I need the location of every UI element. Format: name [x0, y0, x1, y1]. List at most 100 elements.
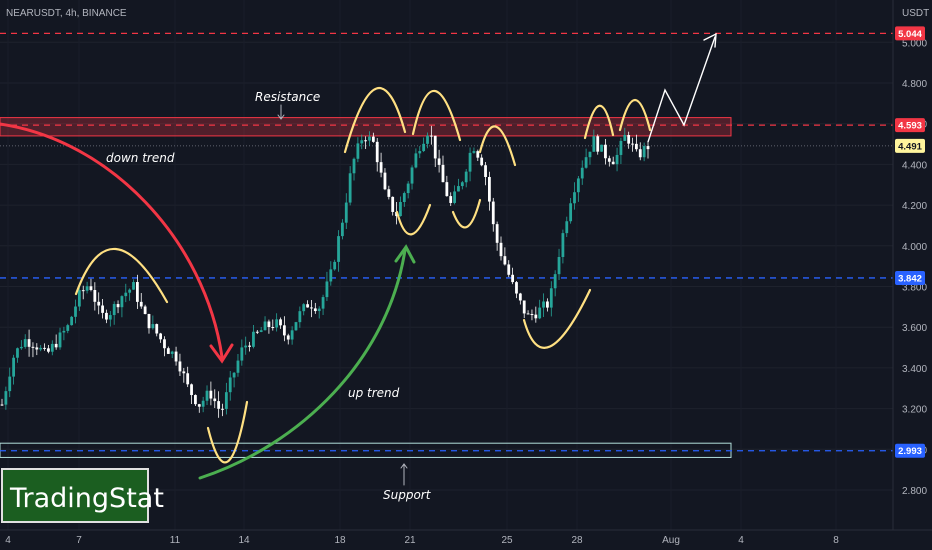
candle-body	[23, 339, 27, 347]
up-trend-label: up trend	[348, 386, 400, 400]
candle-body	[259, 330, 263, 332]
candle-body	[132, 282, 135, 290]
candle-body	[600, 144, 603, 152]
candle-body	[81, 290, 85, 292]
candle-body	[646, 146, 650, 150]
candle-body	[50, 343, 54, 352]
trough-curve	[206, 400, 249, 464]
candle-body	[232, 372, 236, 378]
price-badges: 5.044 4.593 4.491 3.842 2.993	[895, 26, 925, 458]
price-badge-text: 3.842	[898, 273, 922, 284]
candle-body	[457, 186, 460, 192]
support-label: Support	[383, 488, 432, 502]
candle-body	[607, 158, 611, 162]
time-tick-label: 8	[833, 535, 839, 546]
candle-body	[62, 330, 66, 333]
candle-body	[240, 347, 244, 361]
support-pointer-icon	[400, 463, 408, 486]
candle-body	[306, 304, 309, 308]
candle-body	[35, 347, 39, 350]
candle-body	[155, 324, 159, 334]
candle-body	[546, 301, 549, 308]
candle-body	[74, 306, 77, 317]
candle-body	[445, 182, 449, 197]
time-tick-label: 11	[170, 535, 181, 546]
candle-body	[4, 391, 8, 405]
candle-body	[611, 161, 615, 165]
candle-body	[16, 348, 19, 358]
candle-body	[356, 143, 360, 159]
candle-body	[97, 301, 101, 306]
candle-body	[224, 392, 228, 409]
price-tick-label: 4.200	[902, 201, 927, 212]
up-trend-arrowhead-icon	[394, 244, 416, 264]
candle-body	[282, 325, 286, 336]
price-tick-label: 3.400	[902, 364, 927, 375]
candle-body	[634, 143, 638, 150]
candle-body	[588, 151, 592, 158]
candle-body	[43, 347, 46, 349]
candle-body	[116, 304, 120, 308]
candle-body	[441, 164, 445, 183]
candle-body	[410, 167, 414, 184]
candle-body	[429, 135, 433, 137]
candle-body	[143, 306, 147, 315]
candle-body	[108, 315, 112, 320]
candle-body	[213, 398, 217, 402]
candle-body	[329, 269, 333, 282]
resistance-zone[interactable]	[0, 117, 732, 137]
candle-body	[93, 289, 97, 302]
candle-body	[279, 319, 282, 326]
price-badge-text: 4.593	[898, 121, 922, 132]
candle-body	[31, 346, 35, 348]
candle-body	[526, 313, 530, 315]
candle-body	[530, 313, 534, 315]
candle-body	[267, 321, 271, 328]
candle-body	[27, 339, 31, 347]
currency-label: USDT	[902, 8, 929, 19]
price-tick-label: 3.200	[902, 405, 927, 416]
candle-body	[453, 191, 456, 203]
symbol-title[interactable]: NEARUSDT, 4h, BINANCE	[6, 8, 127, 19]
candle-body	[538, 307, 542, 319]
time-tick-label: 18	[334, 535, 346, 546]
up-trend-arrow	[198, 248, 407, 480]
candle-body	[553, 274, 557, 289]
time-tick-label: 28	[571, 535, 583, 546]
candle-body	[313, 308, 317, 312]
candle-body	[491, 201, 495, 225]
candle-body	[58, 332, 62, 348]
candle-body	[503, 256, 507, 265]
candle-body	[294, 322, 298, 331]
candle-body	[120, 296, 124, 308]
candle-body	[147, 314, 151, 329]
down-trend-arrowhead-icon	[209, 343, 234, 364]
candle-body	[406, 183, 410, 194]
candle-body	[341, 222, 344, 237]
candle-body	[248, 345, 251, 347]
candle-body	[360, 140, 364, 144]
candle-body	[205, 390, 209, 401]
candle-body	[186, 373, 190, 385]
candle-body	[8, 376, 12, 392]
price-badge	[895, 118, 925, 133]
candle-body	[317, 308, 321, 312]
candle-body	[135, 282, 139, 302]
candle-body	[151, 324, 155, 329]
candle-body	[464, 171, 468, 183]
price-tick-label: 4.400	[902, 160, 927, 171]
candle-body	[352, 158, 356, 174]
candle-body	[217, 401, 221, 409]
candle-body	[244, 345, 248, 348]
time-axis[interactable]: 4 7 11 14 18 21 25 28 Aug 4 8	[5, 535, 839, 546]
candle-body	[631, 143, 634, 145]
candle-body	[221, 408, 224, 410]
candle-body	[255, 331, 259, 333]
candle-body	[39, 347, 43, 350]
candle-body	[375, 141, 379, 163]
candle-body	[263, 321, 267, 331]
candle-body	[468, 152, 472, 172]
logo-box	[1, 468, 149, 523]
candle-body	[604, 144, 607, 159]
